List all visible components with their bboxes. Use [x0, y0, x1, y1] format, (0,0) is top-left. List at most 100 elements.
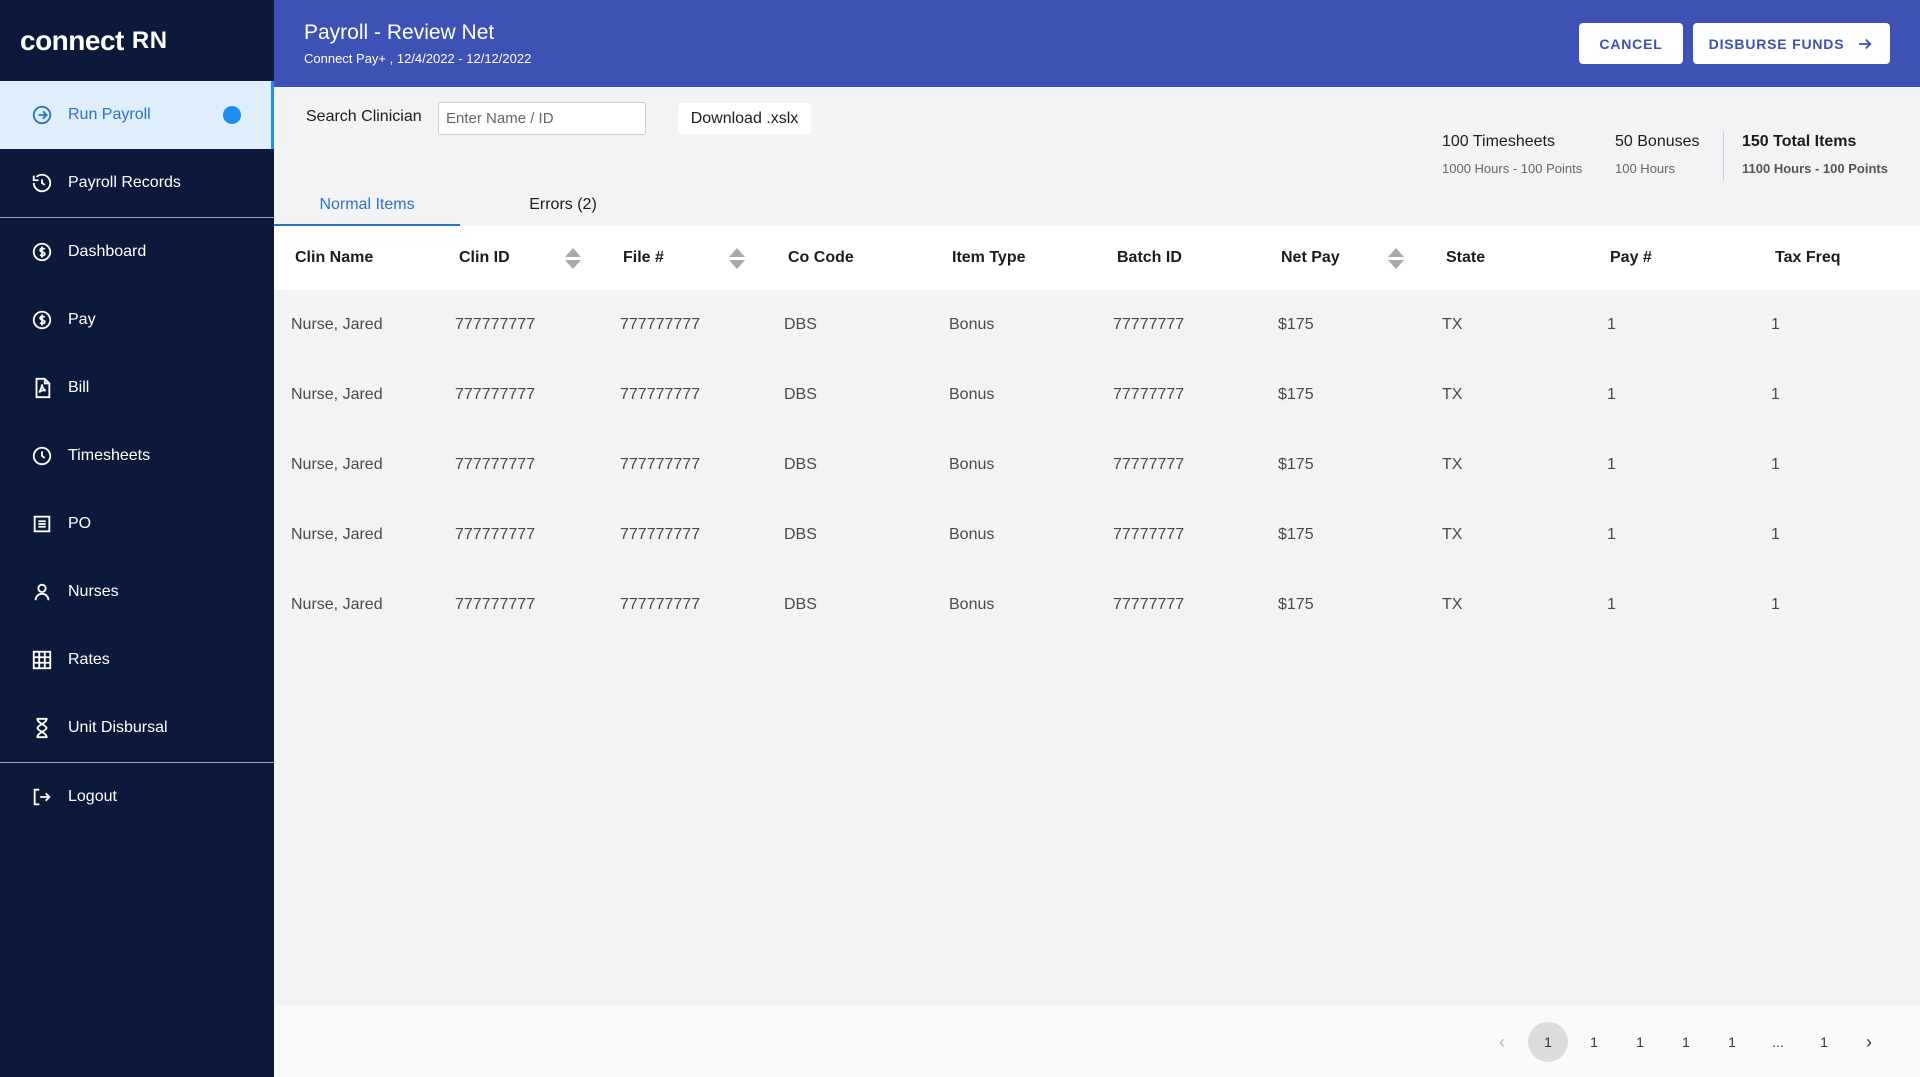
- table-body: Nurse, Jared 777777777 777777777 DBS Bon…: [274, 290, 1920, 640]
- table-row[interactable]: Nurse, Jared 777777777 777777777 DBS Bon…: [274, 500, 1920, 570]
- cell-clin-name: Nurse, Jared: [291, 456, 383, 473]
- payroll-table: Clin Name Clin ID File # Co Code Item Ty…: [274, 226, 1920, 640]
- sort-file-number-icon[interactable]: [728, 245, 746, 271]
- cell-tax-freq: 1: [1771, 526, 1780, 543]
- cell-batch-id: 77777777: [1113, 456, 1185, 473]
- column-header-state[interactable]: State: [1446, 249, 1486, 266]
- cancel-button[interactable]: CANCEL: [1579, 23, 1683, 64]
- cell-clin-id: 777777777: [455, 316, 536, 333]
- dollar-circle-icon: [30, 240, 54, 264]
- cell-pay-number: 1: [1607, 386, 1616, 403]
- summary-main: 100 Timesheets: [1442, 133, 1555, 150]
- cell-clin-id: 777777777: [455, 526, 536, 543]
- column-header-co-code[interactable]: Co Code: [788, 249, 854, 266]
- cell-net-pay: $175: [1278, 316, 1314, 333]
- cell-state: TX: [1442, 316, 1463, 333]
- pdf-file-icon: [30, 376, 54, 400]
- sidebar-divider: [0, 762, 274, 763]
- sort-clin-id-icon[interactable]: [564, 245, 582, 271]
- column-header-batch-id[interactable]: Batch ID: [1117, 249, 1182, 266]
- cell-state: TX: [1442, 386, 1463, 403]
- cell-co-code: DBS: [784, 526, 817, 543]
- sidebar-item-nurses[interactable]: Nurses: [0, 558, 274, 626]
- column-header-item-type[interactable]: Item Type: [952, 249, 1026, 266]
- arrow-right-icon: [1859, 38, 1872, 49]
- sidebar-item-label: Logout: [68, 788, 117, 805]
- cell-clin-id: 777777777: [455, 596, 536, 613]
- sidebar-item-label: Timesheets: [68, 447, 151, 464]
- cell-batch-id: 77777777: [1113, 596, 1185, 613]
- cell-net-pay: $175: [1278, 526, 1314, 543]
- disburse-funds-button[interactable]: DISBURSE FUNDS: [1693, 23, 1890, 64]
- sidebar-item-label: Dashboard: [68, 243, 147, 260]
- brand-logo[interactable]: connect RN: [0, 0, 274, 81]
- search-clinician-label: Search Clinician: [306, 108, 422, 125]
- table-row[interactable]: Nurse, Jared 777777777 777777777 DBS Bon…: [274, 430, 1920, 500]
- logo-suffix: RN: [131, 26, 168, 54]
- cell-item-type: Bonus: [949, 316, 995, 333]
- sidebar-item-label: Run Payroll: [68, 106, 151, 123]
- cell-batch-id: 77777777: [1113, 386, 1185, 403]
- sidebar-item-label: Payroll Records: [68, 174, 181, 191]
- logout-icon: [30, 785, 54, 809]
- sidebar-item-pay[interactable]: Pay: [0, 286, 274, 354]
- sidebar-item-label: Nurses: [68, 583, 119, 600]
- cell-batch-id: 77777777: [1113, 316, 1185, 333]
- summary-sub: 1100 Hours - 100 Points: [1742, 161, 1888, 176]
- sidebar: connect RN Run Payroll Payroll Records D…: [0, 0, 274, 1077]
- pagination-next-icon[interactable]: ›: [1866, 1031, 1872, 1052]
- tab-normal-items[interactable]: Normal Items: [274, 196, 460, 226]
- column-header-pay-number[interactable]: Pay #: [1610, 249, 1652, 266]
- page-title: Payroll - Review Net: [304, 21, 495, 44]
- sidebar-item-dashboard[interactable]: Dashboard: [0, 218, 274, 286]
- cell-state: TX: [1442, 456, 1463, 473]
- summary-sub: 100 Hours: [1615, 161, 1675, 176]
- column-header-tax-freq[interactable]: Tax Freq: [1775, 249, 1841, 266]
- hourglass-icon: [30, 716, 54, 740]
- sort-net-pay-icon[interactable]: [1387, 245, 1405, 271]
- sidebar-item-payroll-records[interactable]: Payroll Records: [0, 149, 274, 217]
- disburse-funds-label: DISBURSE FUNDS: [1708, 35, 1845, 52]
- pagination-prev-icon[interactable]: ‹: [1499, 1031, 1505, 1052]
- pagination-page[interactable]: 1: [1636, 1034, 1644, 1050]
- pagination-page[interactable]: 1: [1728, 1034, 1736, 1050]
- dollar-circle-icon: [30, 308, 54, 332]
- cell-file-number: 777777777: [620, 456, 701, 473]
- sidebar-item-logout[interactable]: Logout: [0, 763, 274, 831]
- sidebar-item-rates[interactable]: Rates: [0, 626, 274, 694]
- history-icon: [30, 171, 54, 195]
- column-header-net-pay[interactable]: Net Pay: [1281, 249, 1340, 266]
- column-header-clin-id[interactable]: Clin ID: [459, 249, 510, 266]
- pagination-page[interactable]: 1: [1590, 1034, 1598, 1050]
- summary-bonuses: 50 Bonuses 100 Hours: [1615, 133, 1700, 176]
- cell-clin-name: Nurse, Jared: [291, 386, 383, 403]
- pagination-bar: ‹ 1 1 1 1 1 ... 1 ›: [274, 1005, 1920, 1077]
- summary-divider: [1723, 131, 1724, 181]
- sidebar-item-po[interactable]: PO: [0, 490, 274, 558]
- sidebar-item-run-payroll[interactable]: Run Payroll: [0, 81, 274, 149]
- pagination-page-last[interactable]: 1: [1820, 1034, 1828, 1050]
- table-row[interactable]: Nurse, Jared 777777777 777777777 DBS Bon…: [274, 360, 1920, 430]
- cell-file-number: 777777777: [620, 386, 701, 403]
- search-clinician-input[interactable]: [438, 102, 646, 135]
- cell-clin-id: 777777777: [455, 456, 536, 473]
- cell-tax-freq: 1: [1771, 386, 1780, 403]
- column-header-file-number[interactable]: File #: [623, 249, 664, 266]
- page-subtitle: Connect Pay+ , 12/4/2022 - 12/12/2022: [304, 51, 532, 66]
- sidebar-divider: [0, 217, 274, 218]
- pagination-page-current[interactable]: 1: [1528, 1022, 1568, 1062]
- sidebar-item-timesheets[interactable]: Timesheets: [0, 422, 274, 490]
- tab-errors[interactable]: Errors (2): [529, 196, 597, 213]
- cell-pay-number: 1: [1607, 526, 1616, 543]
- column-header-clin-name[interactable]: Clin Name: [295, 249, 374, 266]
- sidebar-item-bill[interactable]: Bill: [0, 354, 274, 422]
- grid-icon: [30, 648, 54, 672]
- cell-item-type: Bonus: [949, 386, 995, 403]
- pagination-page[interactable]: 1: [1682, 1034, 1690, 1050]
- table-row[interactable]: Nurse, Jared 777777777 777777777 DBS Bon…: [274, 570, 1920, 640]
- sidebar-item-unit-disbursal[interactable]: Unit Disbursal: [0, 694, 274, 762]
- sidebar-item-label: PO: [68, 515, 92, 532]
- table-row[interactable]: Nurse, Jared 777777777 777777777 DBS Bon…: [274, 290, 1920, 360]
- download-xlsx-button[interactable]: Download .xslx: [678, 103, 811, 134]
- cell-net-pay: $175: [1278, 386, 1314, 403]
